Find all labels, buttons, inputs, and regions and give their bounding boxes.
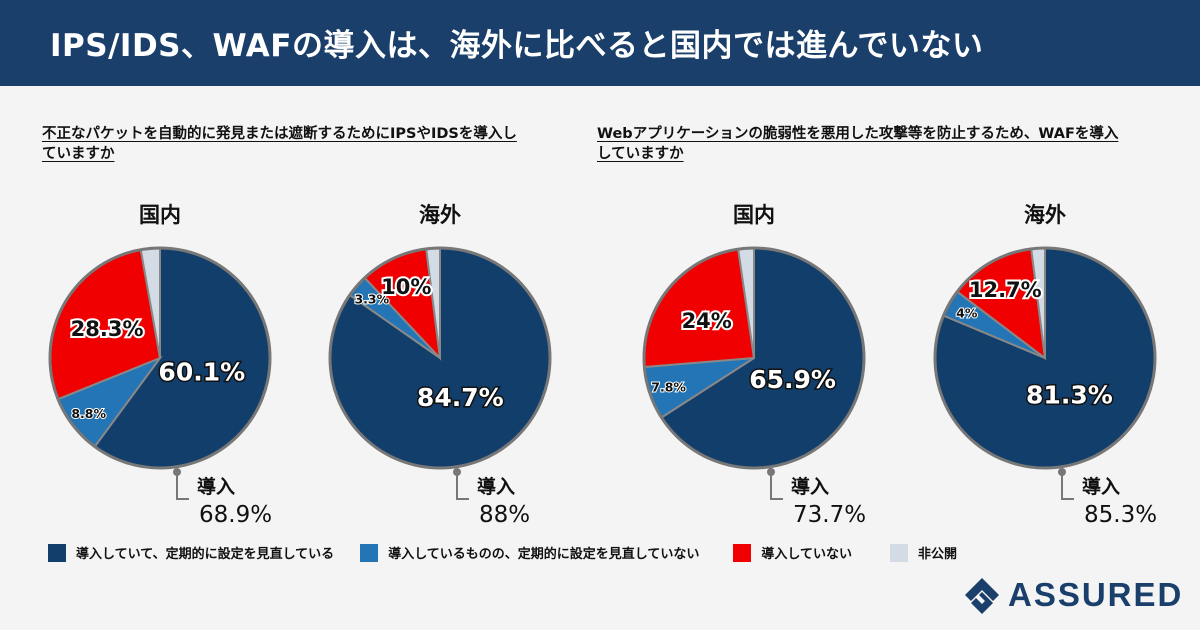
pie3-label-regular: 65.9% bbox=[749, 365, 836, 394]
pie3-callout-line bbox=[770, 472, 783, 500]
pie4-label-not-adopted: 12.7% bbox=[969, 278, 1042, 302]
page-title: IPS/IDS、WAFの導入は、海外に比べると国内では進んでいない bbox=[50, 28, 984, 64]
legend-label-not-adopted: 導入していない bbox=[761, 547, 853, 562]
legend-label-undisclosed: 非公開 bbox=[918, 547, 958, 562]
pie4-label-regular: 81.3% bbox=[1026, 381, 1113, 410]
legend-swatch-no-review bbox=[360, 543, 379, 562]
pie3-adopted-label: 導入 bbox=[791, 475, 829, 498]
pie3-label-not-adopted: 24% bbox=[682, 309, 732, 333]
legend-item-no-review: 導入しているものの、定期的に設定を見直していない bbox=[360, 543, 699, 562]
pie1-label-regular: 60.1% bbox=[158, 358, 245, 387]
pie1-callout-line bbox=[176, 472, 189, 500]
pie2-title: 海外 bbox=[419, 203, 461, 227]
legend: 導入していて、定期的に設定を見直している 導入しているものの、定期的に設定を見直… bbox=[48, 543, 983, 562]
pie4-rim bbox=[933, 246, 1157, 470]
legend-item-regular: 導入していて、定期的に設定を見直している bbox=[48, 543, 334, 562]
pie1-rim bbox=[48, 246, 272, 470]
legend-item-undisclosed: 非公開 bbox=[890, 543, 957, 562]
pie4-adopted-label: 導入 bbox=[1082, 475, 1120, 498]
pie2-rim bbox=[328, 246, 552, 470]
pie2-label-regular: 84.7% bbox=[417, 383, 504, 412]
legend-swatch-regular bbox=[48, 543, 66, 562]
pie2-adopted-value: 88% bbox=[479, 502, 530, 528]
pie1-adopted-label: 導入 bbox=[197, 475, 235, 498]
pie1-adopted-value: 68.9% bbox=[199, 502, 272, 528]
pie3-rim bbox=[642, 246, 866, 470]
legend-label-no-review: 導入しているものの、定期的に設定を見直していない bbox=[388, 547, 700, 562]
pie1-label-no-review: 8.8% bbox=[71, 406, 106, 421]
pie4-title: 海外 bbox=[1024, 203, 1066, 227]
brand-name: ASSURED bbox=[1008, 576, 1184, 613]
brand-logo: ASSURED bbox=[962, 575, 1183, 615]
pie3-adopted-value: 73.7% bbox=[793, 502, 866, 528]
legend-swatch-not-adopted bbox=[733, 543, 752, 562]
question-waf: Webアプリケーションの脆弱性を悪用した攻撃等を防止するため、WAFを導入してい… bbox=[597, 126, 1119, 162]
pie3-label-no-review: 7.8% bbox=[651, 379, 686, 394]
legend-swatch-undisclosed bbox=[890, 543, 909, 562]
legend-item-not-adopted: 導入していない bbox=[733, 543, 852, 562]
assured-logo-icon bbox=[965, 578, 999, 614]
pie1-label-not-adopted: 28.3% bbox=[71, 317, 144, 341]
pie1-title: 国内 bbox=[139, 203, 181, 227]
pie4-callout-line bbox=[1061, 472, 1074, 500]
pie2-label-no-review: 3.3% bbox=[354, 292, 389, 307]
legend-label-regular: 導入していて、定期的に設定を見直している bbox=[76, 547, 335, 562]
header-bar: IPS/IDS、WAFの導入は、海外に比べると国内では進んでいない bbox=[0, 0, 1200, 86]
pie2-callout-line bbox=[456, 472, 469, 500]
pie2-label-not-adopted: 10% bbox=[381, 275, 431, 299]
pie2-adopted-label: 導入 bbox=[477, 475, 515, 498]
pie3-title: 国内 bbox=[733, 203, 775, 227]
pie4-label-no-review: 4% bbox=[956, 306, 978, 321]
pie4-adopted-value: 85.3% bbox=[1084, 502, 1157, 528]
question-ips: 不正なパケットを自動的に発見または遮断するためにIPSやIDSを導入していますか bbox=[42, 126, 517, 162]
